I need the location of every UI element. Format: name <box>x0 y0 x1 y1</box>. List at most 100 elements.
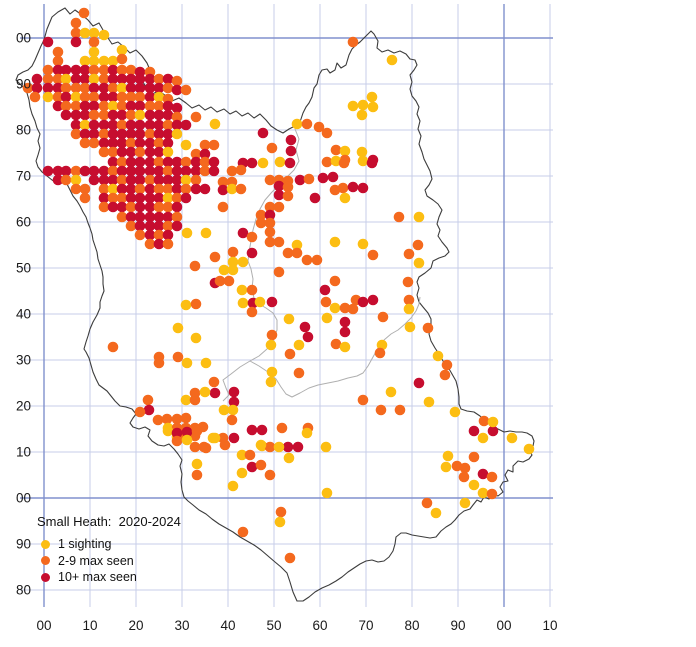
sighting-dot <box>329 184 341 196</box>
sighting-dot <box>317 172 329 184</box>
sighting-dot <box>413 211 425 223</box>
sighting-dot <box>161 413 173 425</box>
sighting-dot <box>162 220 174 232</box>
sighting-dot <box>144 183 156 195</box>
sighting-dot <box>134 192 146 204</box>
sighting-dot <box>144 192 156 204</box>
sighting-dot <box>459 497 471 509</box>
sighting-dot <box>153 146 165 158</box>
sighting-dot <box>255 209 267 221</box>
sighting-dot <box>357 155 369 167</box>
sighting-dot <box>116 165 128 177</box>
sighting-dot <box>70 17 82 29</box>
sighting-dot <box>70 165 82 177</box>
sighting-dot <box>189 394 201 406</box>
sighting-dot <box>107 137 119 149</box>
sighting-dot <box>116 128 128 140</box>
sighting-dot <box>180 165 192 177</box>
sighting-dot <box>477 432 489 444</box>
sighting-dot <box>134 128 146 140</box>
sighting-dot <box>162 119 174 131</box>
sighting-dot <box>70 128 82 140</box>
sighting-dot <box>181 357 193 369</box>
sighting-dot <box>209 432 221 444</box>
sighting-dot <box>255 217 267 229</box>
sighting-dot <box>291 118 303 130</box>
sighting-dot <box>274 156 286 168</box>
sighting-dot <box>237 256 249 268</box>
sighting-dot <box>227 256 239 268</box>
y-axis-tick-label: 90 <box>16 77 31 92</box>
sighting-dot <box>144 128 156 140</box>
sighting-dot <box>337 182 349 194</box>
sighting-dot <box>42 36 54 48</box>
x-axis-tick-label: 80 <box>404 618 419 633</box>
sighting-dot <box>153 137 165 149</box>
sighting-dot <box>208 139 220 151</box>
sighting-dot <box>402 276 414 288</box>
sighting-dot <box>98 91 110 103</box>
sighting-dot <box>98 174 110 186</box>
sighting-dot <box>228 396 240 408</box>
sighting-dot <box>153 109 165 121</box>
sighting-dot <box>209 251 221 263</box>
sighting-dot <box>172 322 184 334</box>
sighting-dot <box>125 156 137 168</box>
sighting-dot <box>153 183 165 195</box>
sighting-dot <box>42 64 54 76</box>
sighting-dot <box>107 146 119 158</box>
sighting-dot <box>200 442 212 454</box>
sighting-dot <box>107 165 119 177</box>
sighting-dot <box>134 137 146 149</box>
sighting-dot <box>283 313 295 325</box>
sighting-dot <box>98 165 110 177</box>
sighting-dot <box>98 201 110 213</box>
red-dot-icon <box>41 572 50 582</box>
sighting-dot <box>189 260 201 272</box>
y-axis-tick-label: 00 <box>16 491 31 506</box>
sighting-dot <box>180 156 192 168</box>
sighting-dot <box>116 156 128 168</box>
sighting-dot <box>468 451 480 463</box>
sighting-dot <box>403 248 415 260</box>
sighting-dot <box>191 458 203 470</box>
sighting-dot <box>413 257 425 269</box>
sighting-dot <box>42 165 54 177</box>
sighting-dot <box>283 452 295 464</box>
sighting-dot <box>52 46 64 58</box>
sighting-dot <box>293 339 305 351</box>
sighting-dot <box>412 239 424 251</box>
sighting-dot <box>487 425 499 437</box>
sighting-dot <box>276 422 288 434</box>
legend-item-label: 2-9 max seen <box>58 553 134 568</box>
sighting-dot <box>144 119 156 131</box>
sighting-dot <box>116 82 128 94</box>
x-axis-tick-label: 70 <box>358 618 373 633</box>
sighting-dot <box>125 128 137 140</box>
sighting-dot <box>52 73 64 85</box>
sighting-dot <box>285 145 297 157</box>
sighting-dot <box>357 394 369 406</box>
sighting-dot <box>477 468 489 480</box>
sighting-dot <box>107 183 119 195</box>
sighting-dot <box>162 192 174 204</box>
sighting-dot <box>52 64 64 76</box>
y-axis-tick-label: 90 <box>16 537 31 552</box>
y-axis-tick-label: 70 <box>16 169 31 184</box>
sighting-dot <box>116 211 128 223</box>
sighting-dot <box>237 227 249 239</box>
sighting-dot <box>79 100 91 112</box>
sighting-dot <box>320 296 332 308</box>
sighting-dot <box>144 100 156 112</box>
sighting-dot <box>199 148 211 160</box>
sighting-dot <box>107 64 119 76</box>
sighting-dot <box>377 311 389 323</box>
sighting-dot <box>60 100 72 112</box>
sighting-dot <box>125 109 137 121</box>
sighting-dot <box>144 73 156 85</box>
sighting-dot <box>386 54 398 66</box>
sighting-dot <box>134 82 146 94</box>
sighting-dot <box>246 247 258 259</box>
sighting-dot <box>171 128 183 140</box>
